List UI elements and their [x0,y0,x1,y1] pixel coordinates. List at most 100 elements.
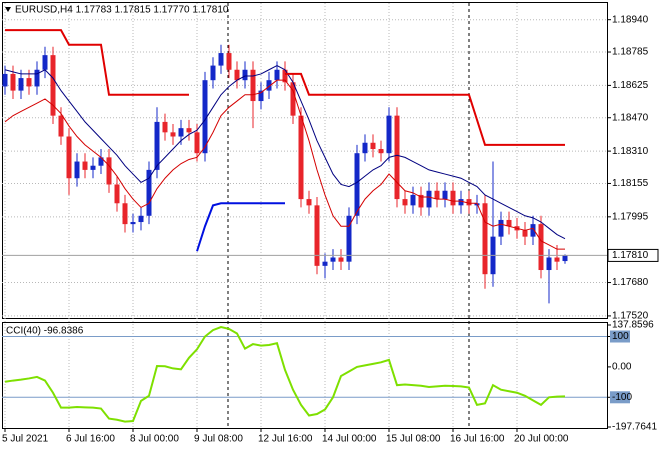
candle-body [522,230,528,237]
candle-body [538,224,544,271]
x-tick-label: 9 Jul 08:00 [194,434,243,445]
candle-body [258,90,264,102]
candle-body [154,121,160,170]
y-tick-label: 1.18470 [612,112,649,123]
candle-body [234,69,240,81]
candle-body [26,78,32,87]
y-tick-label: 1.18785 [612,47,649,58]
x-tick-label: 16 Jul 16:00 [450,434,505,445]
candle-body [314,205,320,266]
price-label: 1.17810 [612,250,649,261]
y-tick-label: 1.18155 [612,178,649,189]
candle-body [274,69,280,81]
y-tick-label: 1.18625 [612,80,649,91]
y-tick-label: 1.17995 [612,211,649,222]
y-tick-label: 1.17520 [612,311,649,322]
candle-body [42,55,48,70]
candle-body [242,69,248,81]
x-tick-label: 8 Jul 00:00 [130,434,179,445]
level-label-bg [610,330,630,343]
candle-body [330,257,336,262]
candle-body [442,190,448,200]
y-tick-label: -100 [612,392,632,403]
candle-body [2,73,8,87]
candle-body [170,132,176,137]
indicator-line [196,202,285,252]
y-tick-label: 100 [612,331,629,342]
candle-body [530,224,536,237]
y-tick-label: 1.18940 [612,14,649,25]
candle-body [370,142,376,150]
x-tick-label: 5 Jul 2021 [2,434,49,445]
candle-body [218,53,224,66]
candle-body [298,115,304,200]
candle-body [282,69,288,83]
candle-body [74,161,80,179]
candle-body [386,115,392,154]
indicator-line [4,65,566,240]
candle-body [130,222,136,225]
y-tick-label: 1.18310 [612,146,649,157]
indicator-line [5,29,565,146]
candle-body [106,157,112,185]
candle-body [178,128,184,137]
candle-body [50,55,56,116]
y-tick-label: -197.7641 [612,422,657,433]
candle-body [378,149,384,154]
y-tick-label: 137.8596 [612,320,654,331]
cci-line [4,326,566,423]
candle-body [114,184,120,204]
x-tick-label: 14 Jul 00:00 [322,434,377,445]
candle-body [562,255,568,262]
price-label-bg [607,248,659,262]
candle-body [426,190,432,208]
candle-body [506,219,512,227]
candle-body [138,215,144,223]
y-tick-label: 1.17680 [612,277,649,288]
candle-body [482,203,488,275]
candle-body [394,115,400,200]
x-tick-label: 15 Jul 08:00 [386,434,441,445]
candle-body [194,132,200,154]
candle-body [306,199,312,206]
candle-body [338,257,344,262]
candle-body [290,82,296,116]
candle-body [58,115,64,137]
menu-arrow [5,7,11,12]
level-label-bg [610,391,630,404]
x-tick-label: 12 Jul 16:00 [258,434,313,445]
candle-body [450,190,456,206]
candle-body [186,128,192,133]
marks: 1.18940 1.18785 1.18625 1.18470 1.18310 1.181… [2,3,659,445]
candle-body [210,65,216,81]
x-tick-label: 20 Jul 00:00 [514,434,569,445]
candle-body [346,215,352,262]
candle-body [418,194,424,208]
candle-body [250,69,256,102]
candle-body [90,165,96,170]
candle-body [354,153,360,216]
candle-body [498,219,504,237]
candle-body [202,80,208,154]
candle-body [402,199,408,206]
candle-body [546,257,552,271]
y-tick-label: 0.00 [612,362,632,373]
candle-body [458,199,464,206]
candle-body [18,78,24,91]
cci-title: CCI(40) -96.8386 [6,326,84,337]
candle-body [226,53,232,70]
x-tick-label: 6 Jul 16:00 [66,434,115,445]
candle-body [82,161,88,170]
candle-body [34,69,40,87]
indicator-line [4,79,565,250]
candle-body [162,121,168,133]
candle-body [434,190,440,200]
candle-body [410,194,416,206]
candle-body [146,169,152,216]
candle-body [466,199,472,206]
candle-body [98,157,104,166]
candle-body [362,142,368,154]
chart-title: EURUSD,H4 1.17783 1.17815 1.17770 1.1781… [15,5,229,16]
